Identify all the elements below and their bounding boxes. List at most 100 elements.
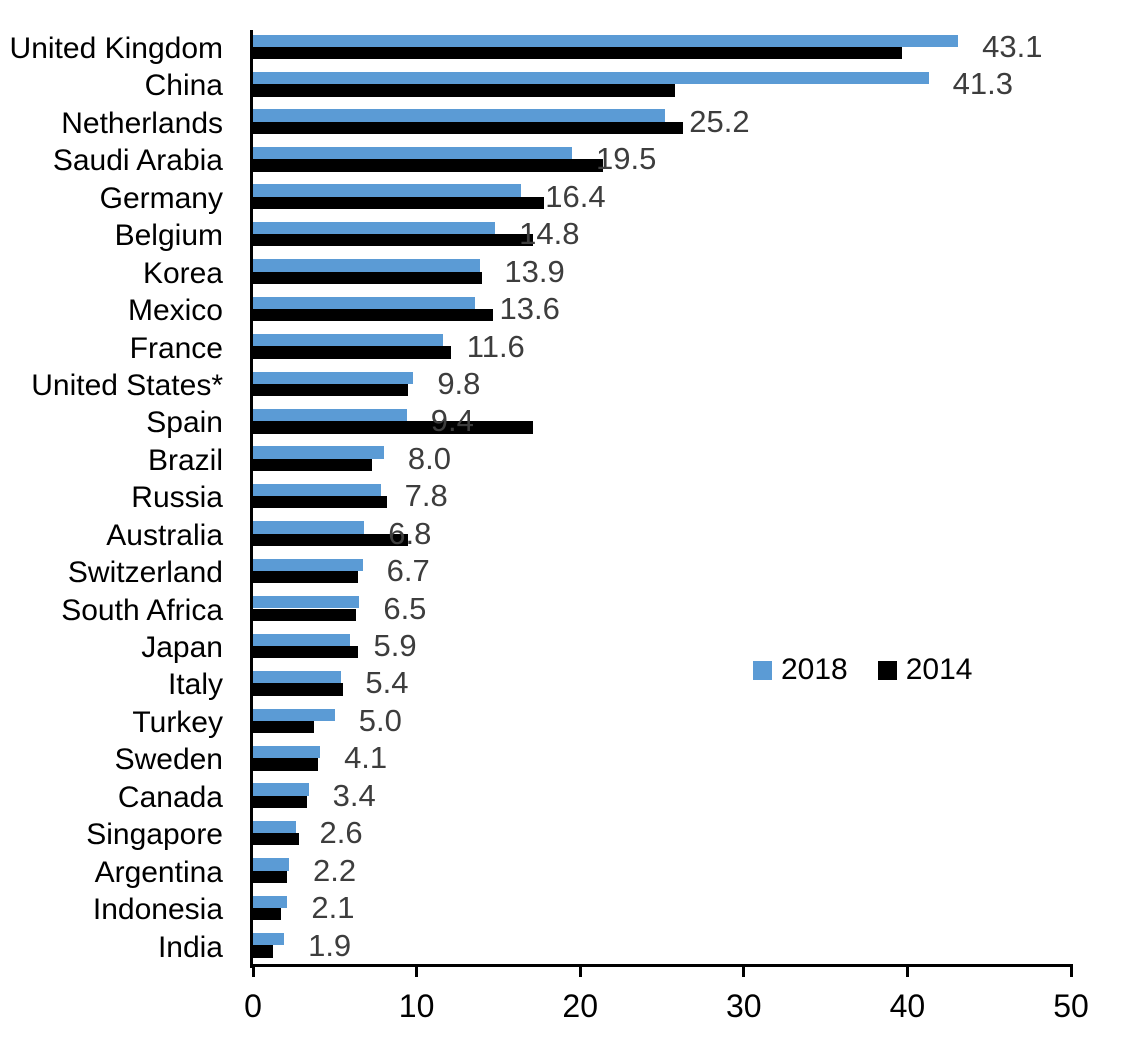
value-label-indonesia: 2.1 [311,890,355,926]
y-axis-line [250,30,253,968]
category-label-france: France [129,331,223,365]
category-label-japan: Japan [141,631,223,665]
x-tick-label-0: 0 [244,988,262,1024]
bar-2014-united-states [253,383,409,397]
value-label-germany: 16.4 [545,178,606,214]
bar-2014-singapore [253,833,299,846]
x-tick-label-10: 10 [398,988,435,1024]
bar-2018-russia [253,483,381,497]
bar-2018-australia [253,521,365,534]
bar-2014-australia [253,533,409,546]
bar-2014-mexico [253,308,494,322]
x-tick-30 [742,964,746,977]
category-label-brazil: Brazil [147,443,223,477]
value-label-belgium: 14.8 [519,216,580,252]
category-label-argentina: Argentina [94,855,223,889]
value-label-japan: 5.9 [373,628,417,664]
bar-2018-france [253,334,443,347]
category-label-italy: Italy [167,668,223,702]
value-label-india: 1.9 [308,927,352,963]
value-label-united-kingdom: 43.1 [982,29,1043,64]
value-label-china: 41.3 [952,66,1013,102]
value-label-mexico: 13.6 [499,291,560,327]
bar-2014-sweden [253,758,319,771]
chart-legend: 2018 2014 [753,655,973,685]
value-label-italy: 5.4 [365,665,409,701]
bar-2018-argentina [253,858,289,871]
bar-2018-turkey [253,708,335,721]
value-label-singapore: 2.6 [319,815,363,851]
legend-item-2014: 2014 [877,653,973,686]
bar-2018-mexico [253,296,476,309]
category-label-sweden: Sweden [114,743,223,777]
bar-2018-brazil [253,446,384,459]
bar-2014-indonesia [253,908,281,921]
bar-2014-saudi-arabia [253,159,604,172]
legend-item-2018: 2018 [753,655,848,685]
bar-2018-germany [253,184,522,197]
value-label-russia: 7.8 [404,478,448,514]
bar-2014-argentina [253,870,288,883]
x-tick-label-30: 30 [726,988,762,1024]
bar-2014-switzerland [253,571,358,584]
bar-2014-china [253,84,676,97]
value-label-argentina: 2.2 [312,852,357,888]
category-label-germany: Germany [99,181,223,215]
category-label-india: India [157,930,223,964]
category-label-australia: Australia [106,518,223,552]
category-label-belgium: Belgium [114,219,223,253]
value-label-switzerland: 6.7 [386,553,430,589]
bar-2014-netherlands [253,121,684,135]
bar-2014-united-kingdom [253,46,903,60]
value-label-south-africa: 6.5 [383,590,427,626]
bar-2014-italy [253,683,343,696]
bar-2014-india [253,945,273,958]
bar-2014-south-africa [253,608,357,621]
bar-2018-singapore [253,820,296,834]
category-label-united-kingdom: United Kingdom [9,32,223,65]
bar-2014-korea [253,271,483,284]
category-label-singapore: Singapore [86,818,223,852]
x-tick-50 [1069,964,1073,977]
bar-2018-japan [253,633,350,646]
bar-2014-turkey [253,720,314,734]
x-tick-label-20: 20 [562,988,598,1024]
bar-2018-canada [253,783,309,796]
category-label-saudi-arabia: Saudi Arabia [52,144,223,178]
bar-2018-italy [253,671,342,684]
category-label-south-africa: South Africa [61,593,223,627]
x-tick-label-50: 50 [1053,988,1089,1024]
value-label-france: 11.6 [466,328,525,364]
value-label-brazil: 8.0 [407,440,451,476]
bar-2018-indonesia [253,895,288,909]
legend-label-2014: 2014 [905,653,973,686]
bar-2018-saudi-arabia [253,146,573,160]
category-label-indonesia: Indonesia [92,893,223,927]
category-label-united-states: United States* [31,368,223,402]
value-label-spain: 9.4 [430,403,474,439]
category-label-switzerland: Switzerland [67,556,223,590]
bar-2018-united-kingdom [253,34,959,47]
legend-swatch-2018-icon [753,660,772,680]
bar-2018-spain [253,409,407,422]
value-label-turkey: 5.0 [358,702,402,738]
value-label-canada: 3.4 [332,777,376,813]
category-label-canada: Canada [117,780,223,814]
category-label-netherlands: Netherlands [61,106,223,140]
bar-2014-russia [253,496,388,509]
bar-2014-belgium [253,234,533,247]
x-tick-40 [905,964,909,977]
value-label-saudi-arabia: 19.5 [596,141,657,177]
bar-2018-sweden [253,745,321,759]
bar-2014-germany [253,196,545,209]
bar-2018-korea [253,259,481,272]
category-label-korea: Korea [142,256,223,290]
bar-2014-brazil [253,458,373,472]
category-label-china: China [144,69,223,103]
bar-2018-united-states [253,371,414,384]
value-label-netherlands: 25.2 [689,103,750,139]
value-label-korea: 13.9 [504,253,565,289]
legend-swatch-2014-icon [877,660,897,680]
category-label-spain: Spain [146,406,223,440]
